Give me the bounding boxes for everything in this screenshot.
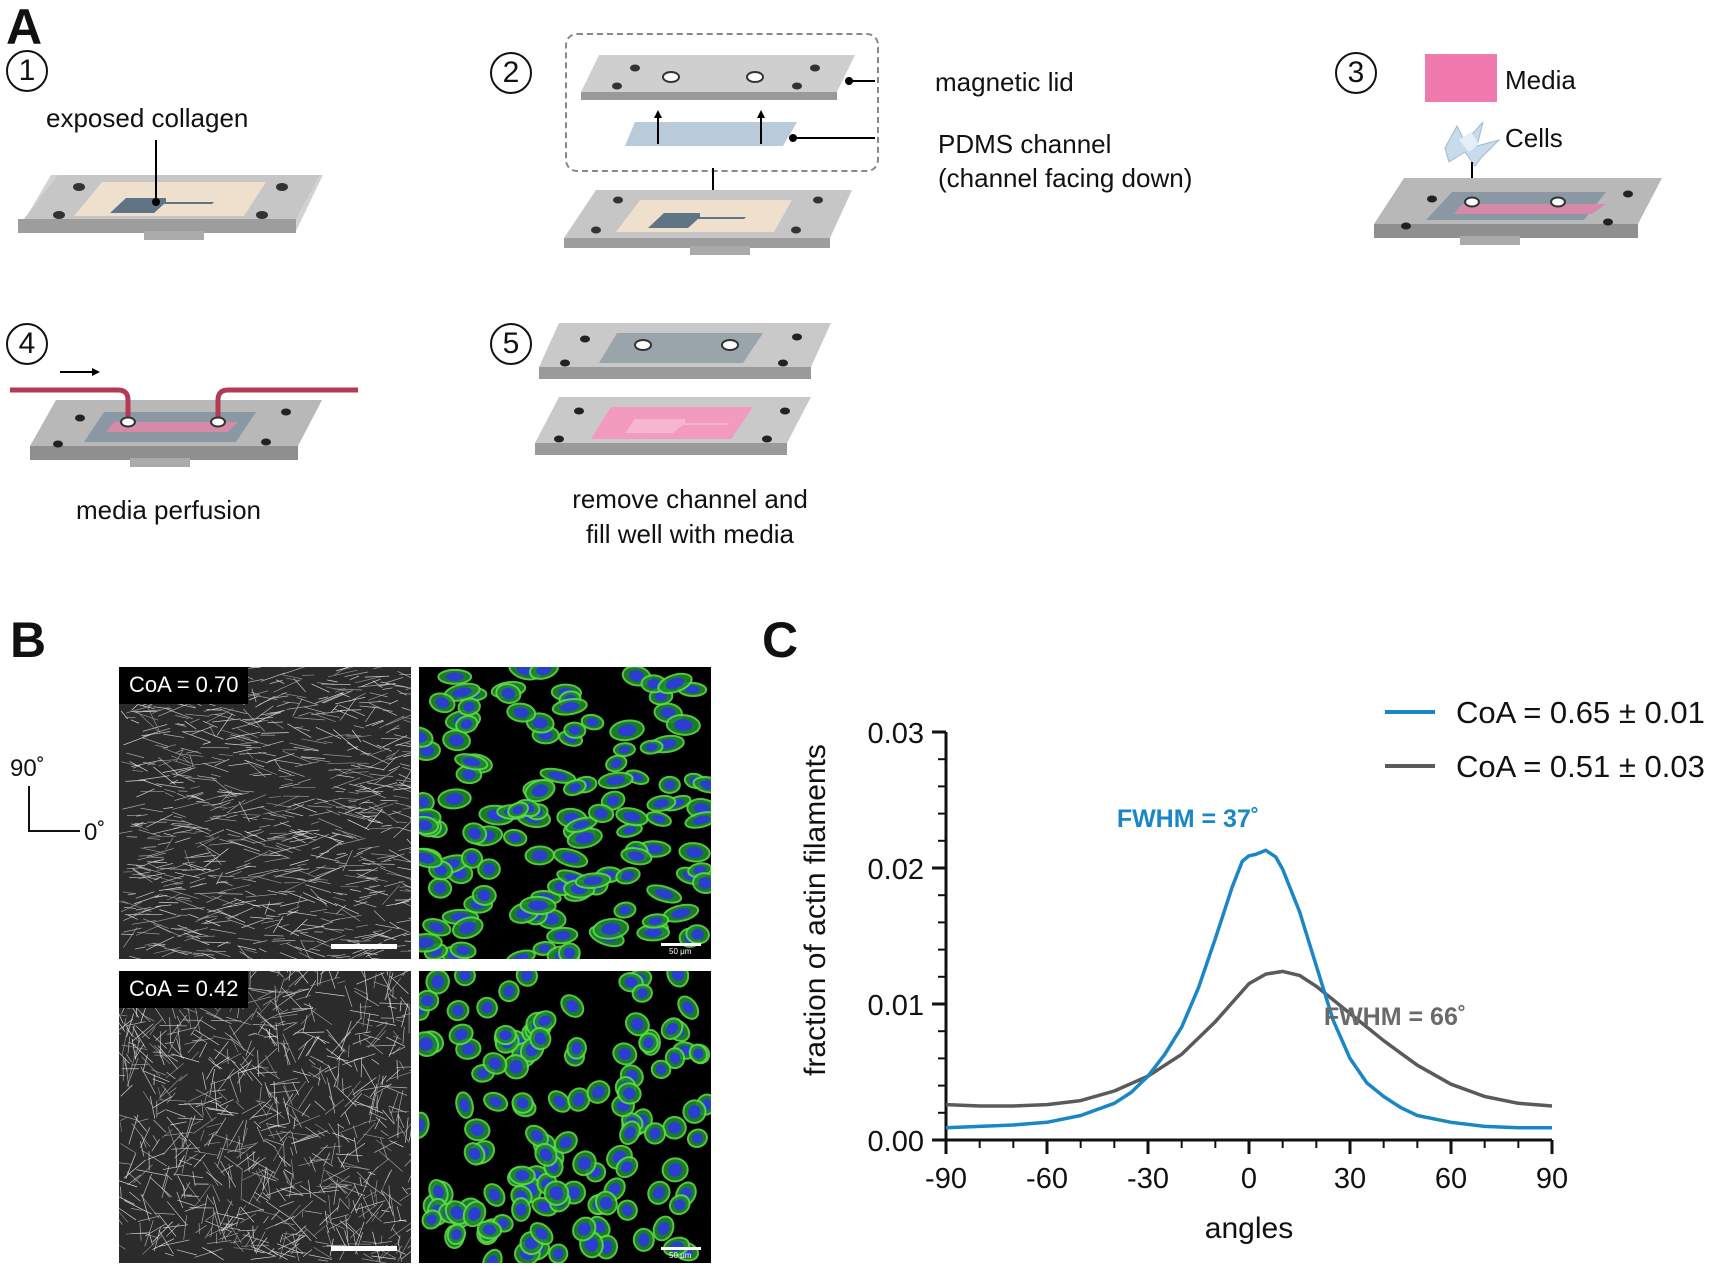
panel-c-letter: C	[762, 612, 799, 668]
y-tick-label: 0.02	[868, 854, 924, 886]
collagen-image-random: CoA = 0.42	[119, 971, 411, 1263]
step-5-number: 5	[490, 323, 532, 365]
remove-channel-label-line2: fill well with media	[585, 519, 795, 550]
panel-a-letter: A	[6, 0, 43, 55]
step-3-number: 3	[1335, 52, 1377, 94]
step-4-perfusion-illustration	[10, 368, 358, 467]
x-tick-label: 90	[1536, 1163, 1568, 1195]
fwhm-annotation-series-1: FWHM = 37˚	[1117, 805, 1259, 833]
step-3-device-illustration	[1374, 162, 1662, 245]
step-5-lid-removed-illustration	[535, 323, 831, 455]
magnetic-lid-illustration	[581, 55, 875, 146]
exposed-collagen-label: exposed collagen	[46, 103, 249, 133]
legend: CoA = 0.65 ± 0.01 CoA = 0.51 ± 0.03	[1385, 695, 1705, 784]
scale-bar	[661, 1247, 701, 1250]
scale-bar	[661, 943, 701, 946]
x-tick-label: 60	[1435, 1163, 1467, 1195]
scale-bar-label: 50 μm	[669, 1251, 692, 1260]
step-2-number: 2	[490, 52, 532, 94]
y-tick-label: 0.03	[868, 718, 924, 750]
y-axis-label: fraction of actin filaments	[799, 744, 832, 1076]
series-line-1	[945, 848, 1552, 1130]
remove-channel-label-line1: remove channel and	[572, 484, 808, 514]
fwhm-annotation-series-2: FWHM = 66˚	[1324, 1003, 1466, 1031]
legend-label-series-1: CoA = 0.65 ± 0.01	[1456, 695, 1705, 730]
step-1-number: 1	[6, 50, 48, 92]
coa-badge-aligned: CoA = 0.70	[119, 667, 249, 704]
y-tick-label: 0.00	[868, 1126, 924, 1158]
coa-badge-random: CoA = 0.42	[119, 971, 249, 1008]
media-legend-label: Media	[1505, 65, 1576, 95]
actin-orientation-chart: 0.00 0.01 0.02 0.03 -90 -60 -30 0 30 60 90 fractio…	[799, 695, 1705, 1245]
step-2-device-illustration	[564, 168, 852, 255]
scale-bar-label: 50 μm	[669, 947, 692, 956]
x-tick-label: -30	[1127, 1163, 1169, 1195]
panel-b-letter: B	[10, 612, 47, 668]
orientation-90-label: 90˚	[10, 755, 45, 782]
step-4-number: 4	[6, 323, 48, 365]
cell-image-aligned: 50 μm	[419, 667, 711, 959]
x-tick-label: 0	[1241, 1163, 1257, 1195]
cell-image-random: 50 μm	[419, 971, 711, 1263]
pdms-channel-label: PDMS channel	[938, 129, 1112, 159]
channel-facing-down-label: (channel facing down)	[938, 163, 1193, 193]
cells-legend-label: Cells	[1505, 123, 1563, 153]
series-line-2	[945, 969, 1553, 1108]
y-tick-label: 0.01	[868, 990, 924, 1022]
x-tick-label: -60	[1026, 1163, 1068, 1195]
x-axis-label: angles	[1205, 1212, 1293, 1245]
step-1-device-illustration	[18, 140, 323, 240]
cells-icon	[1444, 121, 1501, 167]
media-legend-swatch	[1425, 54, 1497, 102]
x-tick-label: -90	[925, 1163, 967, 1195]
legend-label-series-2: CoA = 0.51 ± 0.03	[1456, 749, 1705, 784]
lid-assembly-dashed-box	[565, 33, 879, 172]
collagen-image-aligned: CoA = 0.70	[119, 667, 411, 959]
media-perfusion-label: media perfusion	[76, 495, 261, 525]
magnetic-lid-label: magnetic lid	[935, 67, 1074, 97]
x-tick-label: 30	[1334, 1163, 1366, 1195]
scale-bar	[331, 944, 397, 949]
orientation-0-label: 0˚	[84, 819, 106, 846]
scale-bar	[331, 1246, 397, 1251]
